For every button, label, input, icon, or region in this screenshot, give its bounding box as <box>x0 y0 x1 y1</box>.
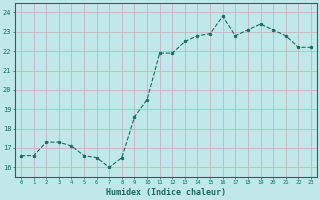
X-axis label: Humidex (Indice chaleur): Humidex (Indice chaleur) <box>106 188 226 197</box>
